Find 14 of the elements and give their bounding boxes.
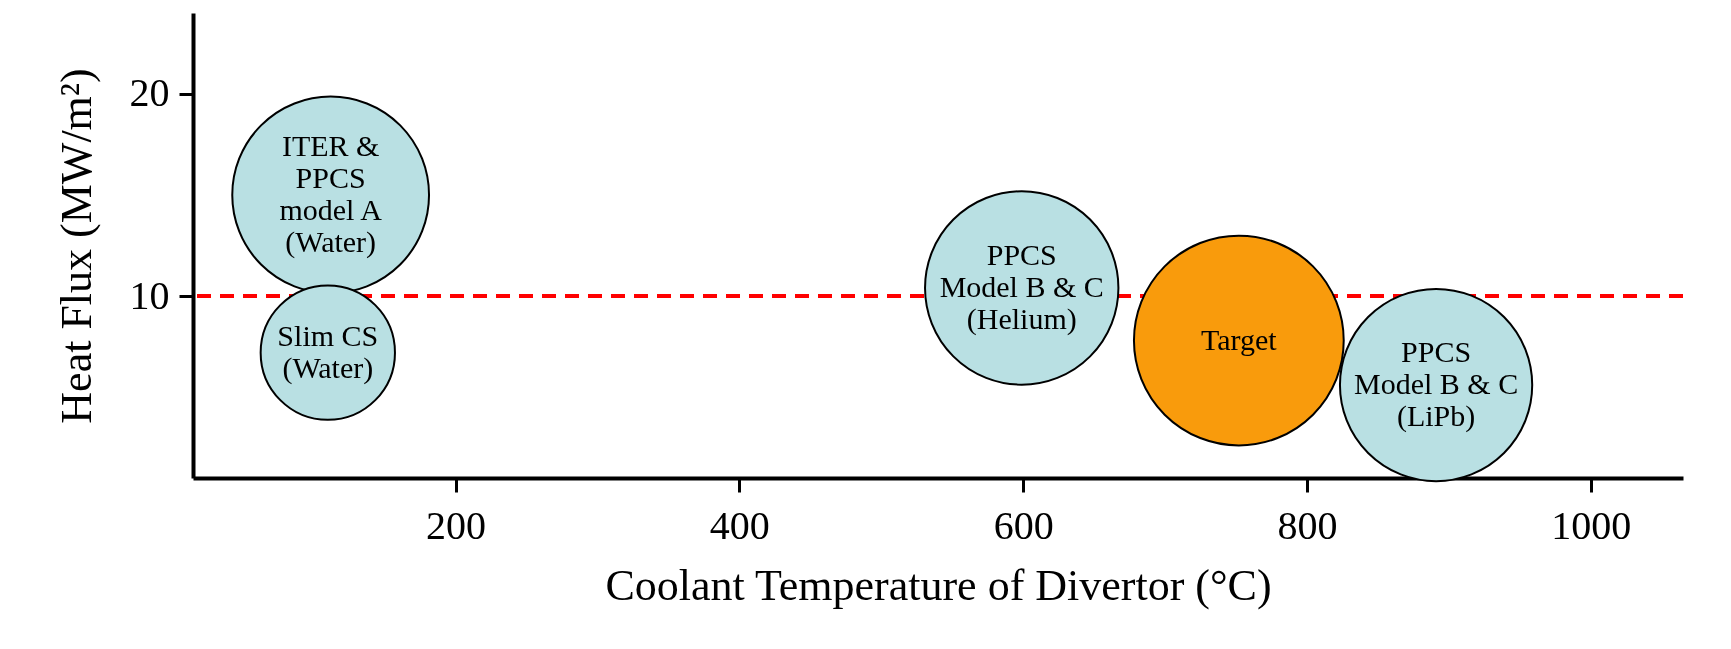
annotation: ITER & PPCS model A (Water)	[279, 128, 383, 259]
x-tick-label: 200	[426, 502, 487, 548]
annotation: Slim CS (Water)	[277, 318, 379, 385]
annotation: PPCS Model B & C (Helium)	[939, 237, 1104, 336]
x-tick-label: 400	[709, 502, 770, 548]
x-tick-label: 1000	[1551, 502, 1632, 548]
annotation: Target	[1201, 322, 1278, 356]
y-tick-label: 20	[129, 70, 170, 116]
x-tick-label: 600	[993, 502, 1054, 548]
annotation: PPCS Model B & C (LiPb)	[1353, 335, 1519, 433]
x-axis-title: Coolant Temperature of Divertor (°C)	[605, 560, 1272, 610]
x-tick-label: 800	[1277, 502, 1338, 548]
y-tick-label: 10	[129, 272, 170, 318]
y-axis-title: Heat Flux (MW/m²)	[51, 68, 101, 424]
